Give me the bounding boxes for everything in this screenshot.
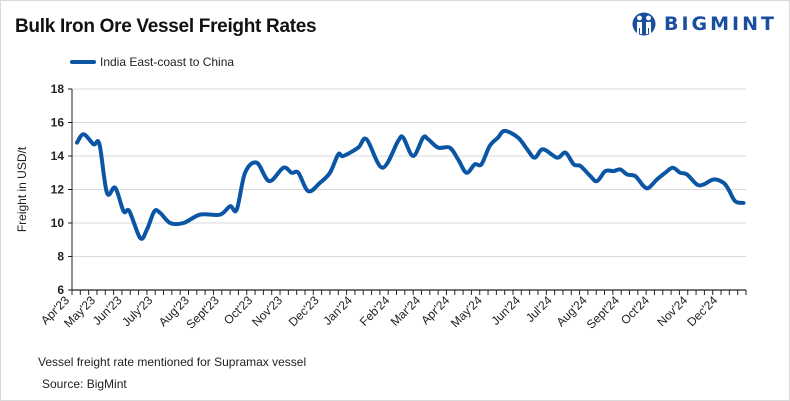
y-tick-label: 18 [51, 82, 65, 96]
y-axis-label: Freight in USD/t [15, 146, 29, 232]
x-tick-label: Jul'24 [523, 293, 555, 325]
chart-title: Bulk Iron Ore Vessel Freight Rates [15, 16, 317, 37]
x-tick-label: Jan'24 [320, 293, 355, 328]
x-tick-label: Mar'24 [388, 293, 424, 329]
x-tick-label: Dec'24 [684, 293, 720, 329]
logo-text: BIGMINT [664, 13, 777, 35]
legend: India East-coast to China [70, 55, 234, 69]
x-tick-label: Feb'24 [357, 293, 393, 329]
x-tick-label: Oct'24 [618, 293, 652, 327]
y-tick-label: 12 [51, 183, 65, 197]
x-tick-label: May'24 [448, 293, 485, 330]
legend-label: India East-coast to China [100, 55, 235, 69]
y-tick-label: 14 [51, 149, 65, 163]
y-tick-label: 8 [57, 250, 64, 264]
x-tick-label: Oct'23 [221, 293, 255, 327]
y-tick-label: 6 [57, 283, 64, 297]
x-tick-label: Nov'24 [654, 293, 690, 329]
x-tick-label: Jun'24 [488, 293, 523, 328]
x-tick-label: Apr'24 [418, 293, 452, 327]
x-tick-label: Jun'23 [90, 293, 125, 328]
chart-note: Vessel freight rate mentioned for Supram… [38, 355, 307, 369]
x-tick-label: Sept'23 [183, 293, 222, 332]
y-tick-label: 16 [51, 116, 65, 130]
x-tick-label: Sept'24 [584, 293, 623, 332]
x-tick-label: July'23 [119, 293, 155, 329]
legend-swatch [70, 60, 96, 64]
chart-source: Source: BigMint [42, 377, 127, 391]
bigmint-logo: BIGMINT [632, 11, 777, 37]
series-line [74, 128, 746, 241]
bigmint-logo-icon [632, 12, 656, 36]
y-tick-label: 10 [51, 216, 65, 230]
x-tick-label: Dec'23 [286, 293, 322, 329]
x-tick-label: Nov'23 [249, 293, 285, 329]
